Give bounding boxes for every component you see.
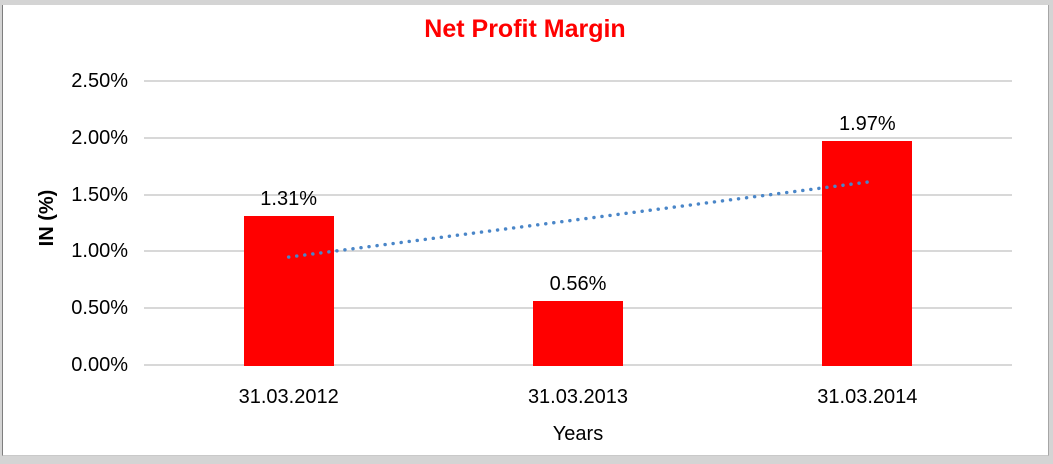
- category-label: 31.03.2012: [238, 386, 339, 408]
- data-label: 1.31%: [260, 188, 318, 211]
- y-tick-label: 2.50%: [71, 70, 128, 92]
- y-tick-label: 0.00%: [71, 354, 128, 376]
- x-axis-title: Years: [552, 423, 604, 445]
- y-tick-label: 1.50%: [71, 183, 128, 206]
- data-label: 0.56%: [549, 273, 607, 296]
- y-tick-label: 1.00%: [71, 240, 128, 263]
- bar: [243, 216, 334, 366]
- bar: [822, 141, 913, 366]
- category-label: 31.03.2014: [817, 386, 918, 408]
- y-tick-label: 0.50%: [71, 297, 128, 320]
- chart-canvas: Net Profit Margin IN (%) Years 0.00% 0.50…: [2, 5, 1049, 456]
- data-label: 1.97%: [838, 113, 896, 136]
- gridline: [144, 136, 1012, 139]
- bar: [533, 301, 623, 366]
- gridline: [144, 80, 1012, 82]
- chart-title: Net Profit Margin: [424, 15, 626, 43]
- y-tick-label: 2.00%: [71, 126, 128, 149]
- category-label: 31.03.2013: [527, 386, 629, 408]
